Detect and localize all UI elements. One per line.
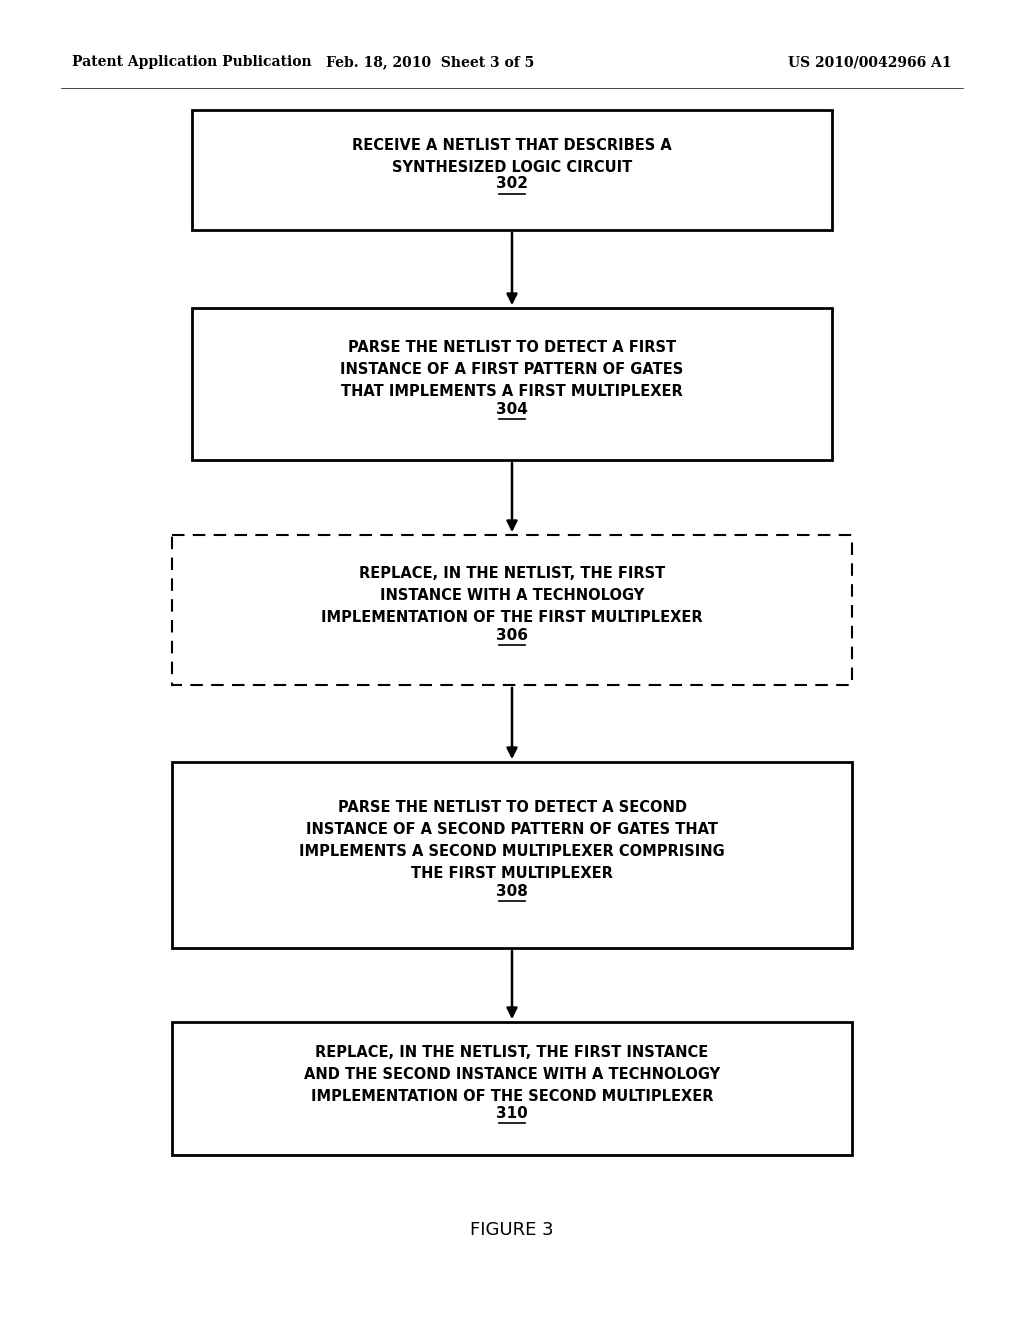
Bar (172, 1022, 852, 1155)
Text: US 2010/0042966 A1: US 2010/0042966 A1 (788, 55, 952, 69)
Text: PARSE THE NETLIST TO DETECT A SECOND: PARSE THE NETLIST TO DETECT A SECOND (338, 800, 686, 816)
Text: REPLACE, IN THE NETLIST, THE FIRST INSTANCE: REPLACE, IN THE NETLIST, THE FIRST INSTA… (315, 1045, 709, 1060)
Text: 302: 302 (496, 177, 528, 191)
Text: REPLACE, IN THE NETLIST, THE FIRST: REPLACE, IN THE NETLIST, THE FIRST (358, 566, 666, 582)
Text: IMPLEMENTATION OF THE FIRST MULTIPLEXER: IMPLEMENTATION OF THE FIRST MULTIPLEXER (322, 610, 702, 626)
Text: THE FIRST MULTIPLEXER: THE FIRST MULTIPLEXER (411, 866, 613, 882)
Text: 308: 308 (496, 883, 528, 899)
Bar (172, 535, 852, 685)
Text: THAT IMPLEMENTS A FIRST MULTIPLEXER: THAT IMPLEMENTS A FIRST MULTIPLEXER (341, 384, 683, 400)
Text: AND THE SECOND INSTANCE WITH A TECHNOLOGY: AND THE SECOND INSTANCE WITH A TECHNOLOG… (304, 1067, 720, 1082)
Bar (172, 762, 852, 948)
Text: INSTANCE OF A FIRST PATTERN OF GATES: INSTANCE OF A FIRST PATTERN OF GATES (340, 363, 684, 378)
Text: FIGURE 3: FIGURE 3 (470, 1221, 554, 1239)
Text: SYNTHESIZED LOGIC CIRCUIT: SYNTHESIZED LOGIC CIRCUIT (392, 160, 632, 174)
Bar (193, 308, 831, 459)
Text: INSTANCE OF A SECOND PATTERN OF GATES THAT: INSTANCE OF A SECOND PATTERN OF GATES TH… (306, 822, 718, 837)
Text: PARSE THE NETLIST TO DETECT A FIRST: PARSE THE NETLIST TO DETECT A FIRST (348, 341, 676, 355)
Text: 304: 304 (496, 401, 528, 417)
Text: 306: 306 (496, 627, 528, 643)
Text: Patent Application Publication: Patent Application Publication (72, 55, 311, 69)
Text: RECEIVE A NETLIST THAT DESCRIBES A: RECEIVE A NETLIST THAT DESCRIBES A (352, 137, 672, 153)
Text: Feb. 18, 2010  Sheet 3 of 5: Feb. 18, 2010 Sheet 3 of 5 (326, 55, 535, 69)
Text: IMPLEMENTS A SECOND MULTIPLEXER COMPRISING: IMPLEMENTS A SECOND MULTIPLEXER COMPRISI… (299, 845, 725, 859)
Text: 310: 310 (496, 1106, 528, 1121)
Bar (193, 110, 831, 230)
Text: IMPLEMENTATION OF THE SECOND MULTIPLEXER: IMPLEMENTATION OF THE SECOND MULTIPLEXER (310, 1089, 714, 1104)
Text: INSTANCE WITH A TECHNOLOGY: INSTANCE WITH A TECHNOLOGY (380, 589, 644, 603)
